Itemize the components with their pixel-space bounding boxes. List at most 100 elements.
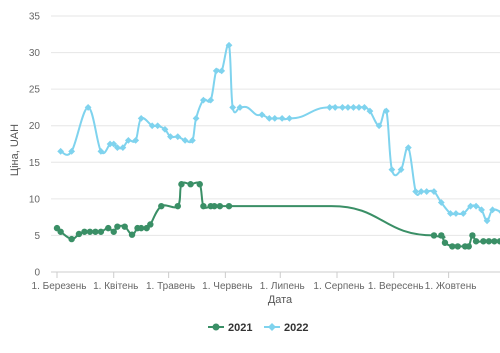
series-2021-point[interactable] [128, 231, 136, 238]
series-2022-point[interactable] [459, 210, 467, 217]
series-2022-point[interactable] [412, 188, 420, 195]
series-2022-point[interactable] [218, 67, 226, 75]
series-2022-point[interactable] [57, 147, 65, 155]
series-2022-point[interactable] [417, 188, 425, 195]
series-2022-point[interactable] [212, 67, 220, 75]
series-2022-point[interactable] [355, 104, 363, 111]
series-2022-point[interactable] [472, 202, 480, 210]
series-2022-point[interactable] [478, 206, 485, 214]
series-2021-point[interactable] [86, 228, 94, 235]
series-2022-point[interactable] [97, 147, 105, 155]
series-2022-point[interactable] [375, 122, 383, 130]
series-2022-point[interactable] [383, 107, 390, 115]
series-2022-point[interactable] [430, 188, 438, 195]
series-2021-point[interactable] [465, 243, 472, 250]
series-2022-point[interactable] [397, 166, 405, 173]
series-2021-point[interactable] [137, 224, 145, 232]
series-2021-point[interactable] [454, 243, 461, 250]
series-2022-point[interactable] [84, 104, 92, 111]
legend-item-2021[interactable]: 2021 [208, 322, 252, 334]
series-2021-point[interactable] [491, 238, 498, 245]
x-tick-label: 1. Травень [146, 281, 195, 292]
series-2022-point[interactable] [119, 144, 127, 152]
series-2022-point[interactable] [132, 136, 140, 144]
series-2021-point[interactable] [196, 181, 203, 188]
series-2021-point[interactable] [147, 221, 154, 228]
series-2022-point[interactable] [200, 96, 207, 104]
series-2022-point[interactable] [483, 217, 491, 225]
series-2022-point[interactable] [110, 140, 118, 148]
series-2021-point[interactable] [441, 239, 449, 246]
series-2021-point[interactable] [81, 228, 88, 235]
series-2021-point[interactable] [158, 202, 165, 210]
series-2022-point[interactable] [339, 104, 346, 111]
series-2022-point[interactable] [326, 104, 334, 111]
series-2021-point[interactable] [110, 228, 117, 235]
series-2021-point[interactable] [121, 223, 128, 230]
series-2022-point[interactable] [265, 115, 273, 122]
series-2022-point[interactable] [423, 188, 431, 195]
series-2022-point[interactable] [148, 122, 156, 130]
series-2022-point[interactable] [167, 133, 174, 141]
series-2021-point[interactable] [430, 232, 438, 239]
series-2022-point[interactable] [286, 115, 293, 122]
series-2022-point[interactable] [344, 104, 352, 111]
x-tick-label: 1. Серпень [313, 281, 364, 292]
series-2021-point[interactable] [449, 243, 456, 250]
series-2022-point[interactable] [154, 122, 162, 130]
series-2021-point[interactable] [480, 238, 487, 245]
series-2022-point[interactable] [181, 136, 189, 144]
series-2021-point[interactable] [485, 238, 493, 245]
series-2021-point[interactable] [469, 232, 476, 239]
series-2021-point[interactable] [174, 202, 181, 210]
series-2021-point[interactable] [187, 181, 194, 188]
series-2021-point[interactable] [225, 202, 233, 210]
series-2022-point[interactable] [388, 166, 396, 173]
series-2022-point[interactable] [452, 210, 460, 217]
series-2022-point[interactable] [271, 115, 279, 122]
series-2022-point[interactable] [174, 133, 182, 141]
series-2022-point[interactable] [113, 144, 121, 152]
series-2022-point[interactable] [350, 104, 357, 111]
series-2022-point[interactable] [489, 206, 496, 214]
legend-item-2022[interactable]: 2022 [264, 322, 308, 334]
x-tick-label: 1. Липень [260, 281, 305, 292]
series-2022-point[interactable] [189, 136, 196, 144]
series-2022-point[interactable] [192, 115, 200, 122]
series-2022-point[interactable] [161, 125, 169, 133]
series-2022-point[interactable] [207, 96, 215, 104]
series-2022-point[interactable] [236, 104, 244, 111]
series-2021-point[interactable] [178, 181, 185, 188]
y-tick-label: 15 [29, 158, 41, 169]
series-2021-point[interactable] [57, 228, 64, 235]
series-2021-point[interactable] [68, 235, 75, 243]
series-2021-point[interactable] [472, 238, 480, 245]
series-2021-point[interactable] [438, 232, 445, 239]
series-2022-point[interactable] [366, 107, 374, 115]
series-2021-point[interactable] [75, 230, 83, 238]
series-2022-point[interactable] [404, 144, 412, 152]
series-2022-point[interactable] [361, 104, 368, 111]
series-2022-point[interactable] [437, 199, 445, 206]
series-2021-point[interactable] [92, 228, 99, 235]
series-2021-point[interactable] [114, 223, 121, 230]
series-2021-point[interactable] [216, 202, 224, 210]
series-2022-point[interactable] [258, 111, 266, 119]
series-2022-point[interactable] [106, 140, 114, 148]
series-2022-point[interactable] [278, 115, 286, 122]
series-2022-point[interactable] [229, 104, 237, 111]
series-2022-point[interactable] [137, 115, 145, 122]
series-layer [53, 41, 500, 250]
series-2021-point[interactable] [496, 238, 500, 245]
series-2022-point[interactable] [331, 104, 339, 111]
series-2022-point[interactable] [124, 136, 132, 144]
series-2021-point[interactable] [97, 228, 105, 235]
series-2021-point[interactable] [200, 202, 207, 210]
series-2022-point[interactable] [225, 41, 233, 49]
series-2021-point[interactable] [105, 224, 112, 232]
series-2021-point[interactable] [211, 202, 218, 210]
series-2022-point[interactable] [467, 202, 474, 210]
y-tick-label: 20 [29, 121, 41, 132]
series-2022-point[interactable] [447, 210, 454, 217]
series-2022-point[interactable] [68, 147, 76, 155]
